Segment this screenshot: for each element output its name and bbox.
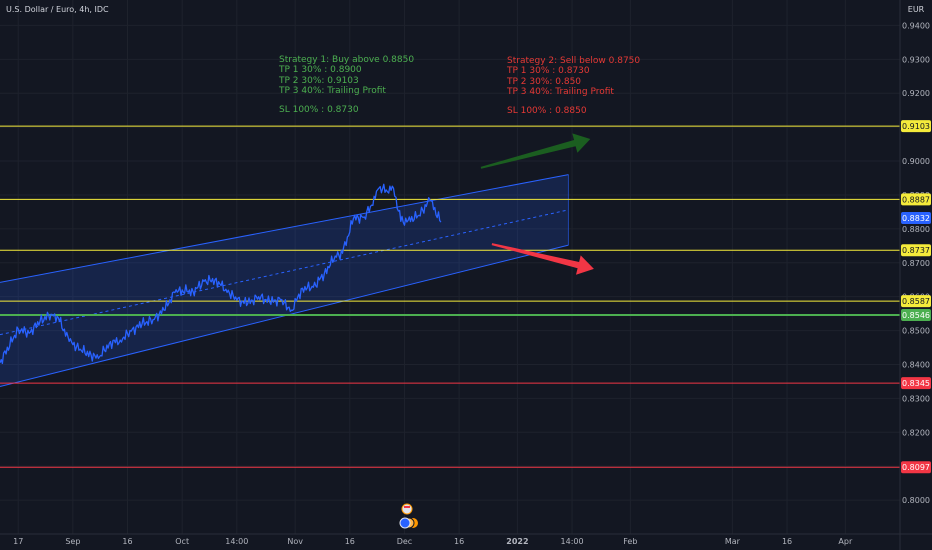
x-tick-label: Feb [623, 537, 637, 546]
x-tick-label: 2022 [506, 537, 528, 546]
level-tag-label: 0.8587 [902, 297, 930, 306]
direction-arrows [480, 133, 594, 275]
horizontal-levels[interactable] [0, 125, 900, 468]
price-axis[interactable]: 0.80000.81000.82000.83000.84000.85000.86… [902, 21, 930, 505]
level-tag [901, 461, 931, 474]
currency-label: EUR [907, 5, 925, 14]
x-tick-label: Nov [287, 537, 303, 546]
grid-lines [0, 0, 900, 534]
y-tick-label: 0.8500 [902, 327, 930, 336]
strategy-1-note: Strategy 1: Buy above 0.8850 TP 1 30% : … [279, 55, 414, 115]
y-tick-label: 0.9000 [902, 157, 930, 166]
x-tick-label: 16 [345, 537, 355, 546]
y-tick-label: 0.8300 [902, 394, 930, 403]
strategy-1-sl: SL 100% : 0.8730 [279, 105, 359, 116]
last-price-tag [901, 212, 931, 225]
y-tick-label: 0.8400 [902, 360, 930, 369]
y-tick-label: 0.9400 [902, 21, 930, 30]
level-tag-label: 0.8345 [902, 379, 930, 388]
y-tick-label: 0.8700 [902, 259, 930, 268]
price-tags: 0.9103 0.8887 0.8737 0.8587 0.8546 0.8345 0.80… [901, 120, 931, 474]
strategy-2-tp1: TP 1 30% : 0.8730 [507, 66, 590, 77]
x-tick-label: 14:00 [225, 537, 248, 546]
strategy-1-tp1: TP 1 30% : 0.8900 [279, 65, 362, 76]
y-tick-label: 0.9300 [902, 55, 930, 64]
strategy-1-tp3: TP 3 40%: Trailing Profit [279, 85, 386, 96]
strategy-2-note: Strategy 2: Sell below 0.8750 TP 1 30% :… [507, 56, 640, 116]
channel-upper-line [0, 174, 569, 283]
level-tag-label: 0.8887 [902, 195, 930, 204]
price-line [0, 183, 442, 365]
level-tag [901, 308, 931, 321]
x-tick-label: Mar [725, 537, 741, 546]
x-tick-label: Oct [175, 537, 189, 546]
strategy-2-tp3: TP 3 40%: Trailing Profit [507, 86, 614, 97]
strategy-2-title: Strategy 2: Sell below 0.8750 [507, 56, 641, 66]
level-tag [901, 377, 931, 390]
x-tick-label: 17 [13, 537, 23, 546]
level-tag [901, 120, 931, 133]
y-tick-label: 0.8800 [902, 225, 930, 234]
channel-fill [0, 174, 569, 387]
last-price-label: 0.8832 [902, 214, 930, 223]
symbol-title[interactable]: U.S. Dollar / Euro, 4h, IDC [6, 5, 109, 14]
level-tag-label: 0.8097 [902, 463, 930, 472]
x-tick-label: Dec [397, 537, 412, 546]
level-tag [901, 193, 931, 206]
x-tick-label: 16 [454, 537, 464, 546]
news-icon[interactable] [399, 517, 411, 529]
y-tick-label: 0.8000 [902, 496, 930, 505]
x-tick-label: 16 [122, 537, 132, 546]
event-markers[interactable] [399, 503, 418, 529]
x-tick-label: 16 [782, 537, 792, 546]
up-arrow-icon [480, 133, 591, 169]
channel-midline [0, 209, 569, 336]
x-tick-label: Sep [65, 537, 80, 546]
level-tag [901, 244, 931, 257]
strategy-2-tp2: TP 2 30%: 0.850 [507, 76, 582, 87]
strategy-1-title: Strategy 1: Buy above 0.8850 [279, 55, 415, 65]
level-tag [901, 295, 931, 308]
event-flag-stripe [404, 506, 410, 508]
strategy-1-tp2: TP 2 30%: 0.9103 [279, 75, 359, 86]
level-tag-label: 0.8737 [902, 246, 930, 255]
strategy-2-sl: SL 100% : 0.8850 [507, 106, 587, 117]
price-series [0, 183, 442, 365]
level-tag-label: 0.8546 [902, 311, 930, 320]
event-flag-icon[interactable] [401, 503, 413, 515]
time-axis[interactable]: 17 Sep 16 Oct 14:00 Nov 16 Dec 16 2022 14:00 Feb Mar… [13, 537, 853, 546]
x-tick-label: Apr [838, 537, 853, 546]
level-tag-label: 0.9103 [902, 122, 930, 131]
down-arrow-icon [491, 243, 594, 275]
y-tick-label: 0.8200 [902, 428, 930, 437]
x-tick-label: 14:00 [561, 537, 584, 546]
y-tick-label: 0.9200 [902, 89, 930, 98]
